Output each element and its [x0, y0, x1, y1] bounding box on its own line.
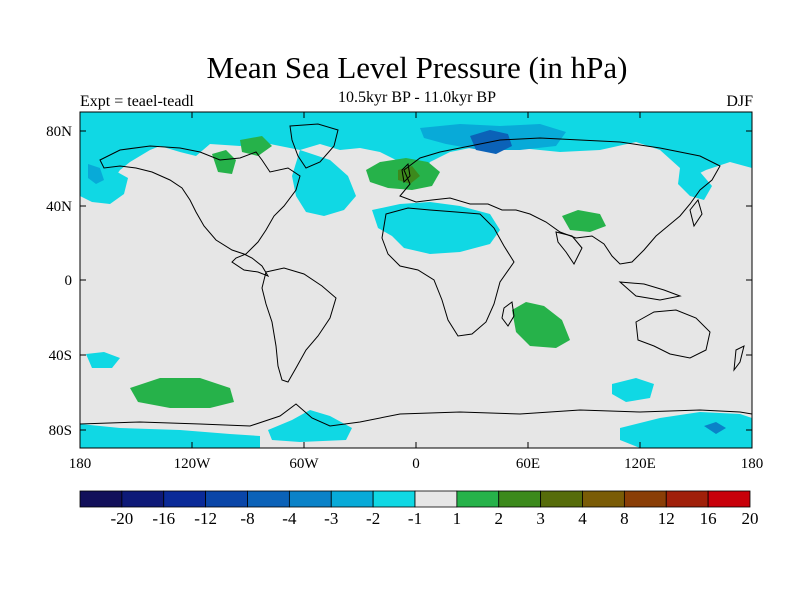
colorbar-label: 2 [495, 509, 504, 528]
coastline-south-america [261, 267, 337, 383]
colorbar-swatch [665, 490, 709, 508]
lat-tick-marks [80, 130, 752, 431]
experiment-label: Expt = teael-teadl [80, 93, 194, 110]
coastline-north-america [99, 145, 301, 278]
colorbar-label: -20 [111, 509, 134, 528]
colorbar-swatch [456, 490, 500, 508]
positive-anomaly-canada [212, 150, 236, 174]
lat-tick-labels: 80N 40N 0 40S 80S [46, 124, 72, 439]
coastline-indonesia [618, 281, 682, 301]
colorbar-label: 8 [620, 509, 629, 528]
negative-anomaly-southern-ocean [80, 424, 260, 448]
colorbar-swatch [540, 490, 583, 508]
negative-anomaly-patch [86, 352, 120, 368]
lon-tick-label: 60W [289, 456, 319, 472]
colorbar-label: -1 [408, 509, 422, 528]
lon-tick-label: 120E [624, 456, 656, 472]
pressure-anomaly-fields [80, 112, 752, 448]
colorbar-label: -3 [324, 509, 338, 528]
lon-tick-label: 60E [516, 456, 540, 472]
colorbar-swatch [163, 490, 207, 508]
colorbar-swatch [582, 490, 625, 508]
negative-anomaly-west-pacific [678, 168, 712, 200]
lon-tick-marks [191, 112, 641, 448]
colorbar-label: -12 [194, 509, 217, 528]
lat-tick-label: 40S [49, 348, 72, 364]
negative-anomaly-southern-ocean [268, 410, 352, 442]
coastline-madagascar [501, 301, 515, 327]
colorbar-swatch [330, 490, 374, 508]
colorbar-swatch [121, 490, 165, 508]
lat-tick-label: 40N [46, 199, 72, 215]
colorbar-label: 12 [658, 509, 675, 528]
colorbar-label: 4 [578, 509, 587, 528]
lon-tick-label: 180 [69, 456, 92, 472]
positive-anomaly-greenland [240, 136, 272, 156]
negative-anomaly-patch [612, 378, 654, 402]
lon-tick-label: 120W [174, 456, 212, 472]
negative-anomaly-arctic [80, 112, 752, 184]
colorbar-label: -4 [282, 509, 297, 528]
colorbar-label: -16 [152, 509, 175, 528]
lon-tick-label: 180 [741, 456, 764, 472]
coastline-british-isles [401, 162, 411, 184]
negative-anomaly-north-africa [372, 202, 500, 254]
lon-tick-labels: 180 120W 60W 0 60E 120E 180 [69, 456, 764, 472]
colorbar-label: 3 [536, 509, 545, 528]
coastline-greenland [289, 123, 339, 169]
colorbar-swatch [623, 490, 667, 508]
colorbar-label: 16 [700, 509, 717, 528]
map-subtitle: 10.5kyr BP - 11.0kyr BP [338, 89, 496, 106]
coastline-australia [635, 309, 711, 359]
coastline-india [555, 231, 583, 265]
lat-tick-label: 0 [65, 273, 73, 289]
colorbar-swatch [79, 490, 123, 508]
colorbar-swatch [205, 490, 248, 508]
colorbar-swatch [247, 490, 290, 508]
season-label: DJF [726, 93, 753, 110]
colorbar-swatch [372, 490, 416, 508]
colorbar-label: -2 [366, 509, 380, 528]
coastline-africa [381, 207, 515, 337]
stronger-anomaly-southern-ocean [704, 422, 726, 434]
negative-anomaly-southern-ocean [620, 412, 752, 448]
colorbar-swatch [288, 490, 332, 508]
coastline-antarctica [80, 403, 752, 427]
lat-tick-label: 80S [49, 423, 72, 439]
colorbar-label: 1 [453, 509, 462, 528]
anomaly-center-pacific [88, 164, 104, 184]
coastline-new-zealand [733, 345, 745, 372]
lon-tick-label: 0 [412, 456, 420, 472]
coastlines [80, 123, 752, 427]
colorbar [79, 490, 751, 508]
lat-tick-label: 80N [46, 124, 72, 140]
colorbar-labels: -20 -16 -12 -8 -4 -3 -2 -1 1 2 3 4 8 12 16 20 [111, 509, 759, 528]
map-title: Mean Sea Level Pressure (in hPa) [206, 50, 628, 85]
colorbar-swatch [414, 490, 458, 508]
positive-anomaly-central-asia [562, 210, 606, 232]
colorbar-swatch [498, 490, 542, 508]
colorbar-label: 20 [742, 509, 759, 528]
positive-anomaly-south-pacific [130, 378, 234, 408]
coastline-eurasia [399, 137, 721, 265]
positive-anomaly-indian-ocean [512, 302, 570, 348]
coastline-japan [689, 198, 703, 228]
colorbar-swatch [707, 490, 751, 508]
negative-anomaly-north-atlantic [292, 150, 356, 216]
colorbar-label: -8 [240, 509, 254, 528]
